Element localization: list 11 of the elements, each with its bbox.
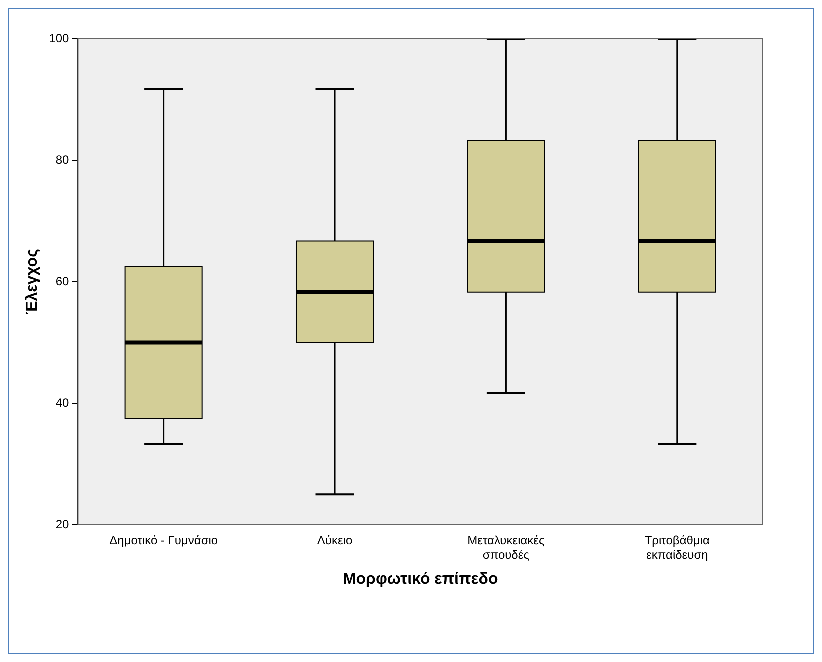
y-tick-label: 40 <box>56 396 70 410</box>
y-tick-label: 20 <box>56 517 70 532</box>
y-tick-label: 80 <box>56 152 70 167</box>
x-tick-label: Μεταλυκειακές σπουδές <box>468 534 546 562</box>
x-axis-title: Μορφωτικό επίπεδο <box>342 570 498 588</box>
y-tick-label: 100 <box>49 31 70 46</box>
y-tick-label: 60 <box>56 274 70 288</box>
x-tick-label: Τριτοβάθμια εκπαίδευση <box>644 534 710 562</box>
x-tick-label: Λύκειο <box>317 534 353 548</box>
y-axis-title: Έλεγχος <box>24 249 42 315</box>
x-tick-label: Δημοτικό - Γυμνάσιο <box>110 534 218 548</box>
